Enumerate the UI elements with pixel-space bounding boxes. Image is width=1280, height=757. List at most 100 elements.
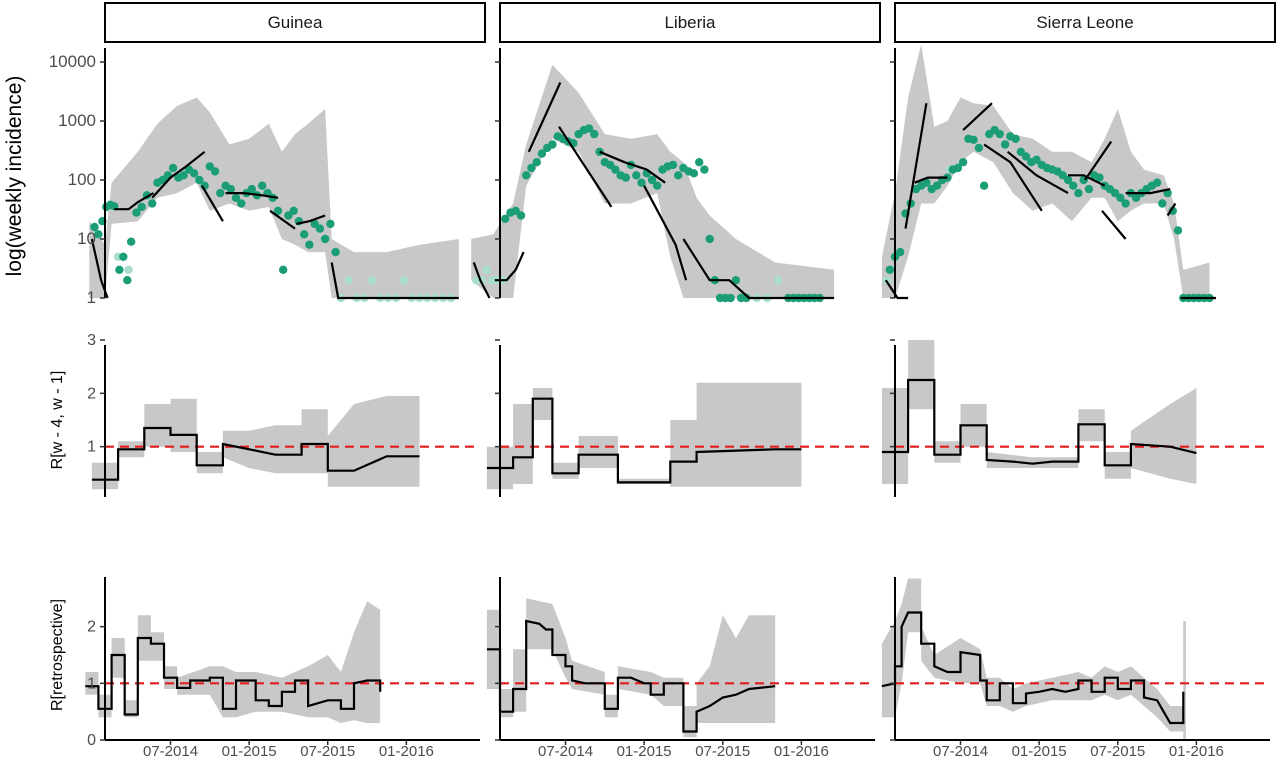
- data-point: [1021, 152, 1031, 161]
- data-point: [273, 206, 283, 215]
- y-tick-label: 1: [87, 288, 96, 307]
- y-tick-label: 1: [87, 675, 96, 692]
- data-point: [674, 171, 683, 180]
- data-point: [532, 158, 541, 167]
- data-point: [210, 167, 220, 176]
- data-point: [320, 234, 330, 244]
- y-axis-label-r-window: R[w - 4, w - 1]: [49, 371, 66, 470]
- data-point: [647, 175, 657, 185]
- data-point: [1121, 199, 1130, 208]
- data-point: [885, 265, 894, 274]
- x-tick-label: 07-2015: [300, 743, 355, 757]
- fit-segment: [527, 82, 562, 153]
- data-point: [1011, 134, 1020, 143]
- panel-r_retrospective-guinea: 07-2014 01-2015 07-2015 01-2016 0 1 2: [85, 577, 480, 757]
- facet-strip-guinea: [104, 2, 486, 43]
- data-point: [168, 163, 178, 173]
- panel-incidence-guinea: 1 10 100 1000 10000: [49, 48, 459, 307]
- data-point: [637, 178, 646, 187]
- fit-segment: [599, 150, 666, 184]
- r-estimate-line: [486, 619, 776, 733]
- data-point: [258, 181, 267, 190]
- fit-segment: [1125, 188, 1171, 195]
- data-point: [668, 160, 678, 170]
- facet-label-liberia: Liberia: [664, 13, 716, 32]
- data-point: [1032, 155, 1041, 164]
- data-point: [731, 276, 741, 285]
- data-point: [689, 169, 699, 178]
- data-point: [289, 206, 298, 215]
- data-point: [115, 265, 124, 274]
- data-point-light: [773, 276, 782, 285]
- fit-segment: [330, 262, 459, 300]
- data-point: [119, 252, 128, 261]
- data-point: [537, 149, 547, 158]
- fit-segment: [151, 150, 206, 199]
- r-estimate-line: [881, 378, 1197, 467]
- data-point: [315, 224, 325, 233]
- data-point: [995, 129, 1004, 139]
- fit-segment: [1084, 140, 1113, 181]
- x-tick-label: 01-2015: [222, 743, 277, 757]
- data-point: [584, 124, 594, 133]
- y-axis-label-incidence: log(weekly incidence): [3, 76, 26, 277]
- data-point: [695, 158, 704, 167]
- panel-r_window-sierra-leone: [881, 339, 1270, 497]
- data-point: [974, 143, 984, 153]
- data-point: [1000, 140, 1010, 149]
- y-tick-label: 100: [68, 170, 96, 189]
- y-tick-label: 2: [87, 385, 96, 402]
- data-point: [621, 173, 630, 182]
- data-point-light: [368, 276, 377, 285]
- panel-incidence-sierra-leone: [881, 44, 1216, 303]
- data-point: [132, 208, 141, 217]
- data-point: [231, 193, 241, 202]
- y-tick-label: 10: [77, 229, 96, 248]
- facet-label-sierra-leone: Sierra Leone: [1036, 13, 1133, 32]
- fit-segment: [682, 238, 835, 300]
- x-tick-label: 01-2016: [379, 743, 434, 757]
- data-point: [548, 140, 557, 149]
- fit-segment: [1166, 202, 1177, 217]
- facet-label-guinea: Guinea: [268, 13, 323, 32]
- fit-segment: [558, 126, 613, 208]
- facet-strips: Guinea Liberia Sierra Leone: [104, 2, 1276, 43]
- fit-segment: [904, 103, 928, 229]
- fit-segment: [296, 214, 326, 225]
- data-point-light: [344, 276, 353, 285]
- data-point: [195, 175, 204, 185]
- panel-incidence-liberia: [471, 48, 835, 303]
- x-tick-label: 01-2016: [774, 743, 829, 757]
- data-point: [123, 276, 132, 285]
- fit-segment: [269, 209, 296, 230]
- data-point: [953, 163, 963, 173]
- data-point: [189, 169, 199, 178]
- data-point: [205, 162, 214, 171]
- data-point: [932, 181, 942, 190]
- data-point: [632, 171, 641, 180]
- x-tick-label: 01-2016: [1169, 743, 1224, 757]
- data-point: [1168, 206, 1178, 215]
- facet-strip-liberia: [499, 2, 881, 43]
- fit-segment: [225, 192, 279, 199]
- y-tick-label: 3: [87, 332, 96, 349]
- data-point: [137, 202, 146, 212]
- data-point: [305, 240, 314, 249]
- panel-r_window-guinea: 1 2 3: [87, 332, 480, 497]
- x-tick-label: 07-2015: [695, 743, 750, 757]
- data-point: [127, 237, 136, 246]
- data-point: [148, 199, 157, 208]
- ci-ribbon: [486, 598, 776, 738]
- data-point: [700, 165, 709, 174]
- data-point: [501, 214, 510, 223]
- panel-r_window-liberia: [486, 339, 875, 497]
- data-point: [247, 184, 256, 194]
- y-tick-label: 1: [87, 439, 96, 456]
- data-point: [1152, 178, 1162, 187]
- data-point: [1173, 226, 1183, 235]
- panel-r_retrospective-sierra-leone: 07-2014 01-2015 07-2015 01-2016: [881, 577, 1270, 757]
- x-tick-label: 01-2015: [1012, 743, 1067, 757]
- r-estimate-line: [91, 426, 420, 481]
- data-point: [922, 178, 931, 187]
- panel-r_retrospective-liberia: 07-2014 01-2015 07-2015 01-2016: [486, 577, 875, 757]
